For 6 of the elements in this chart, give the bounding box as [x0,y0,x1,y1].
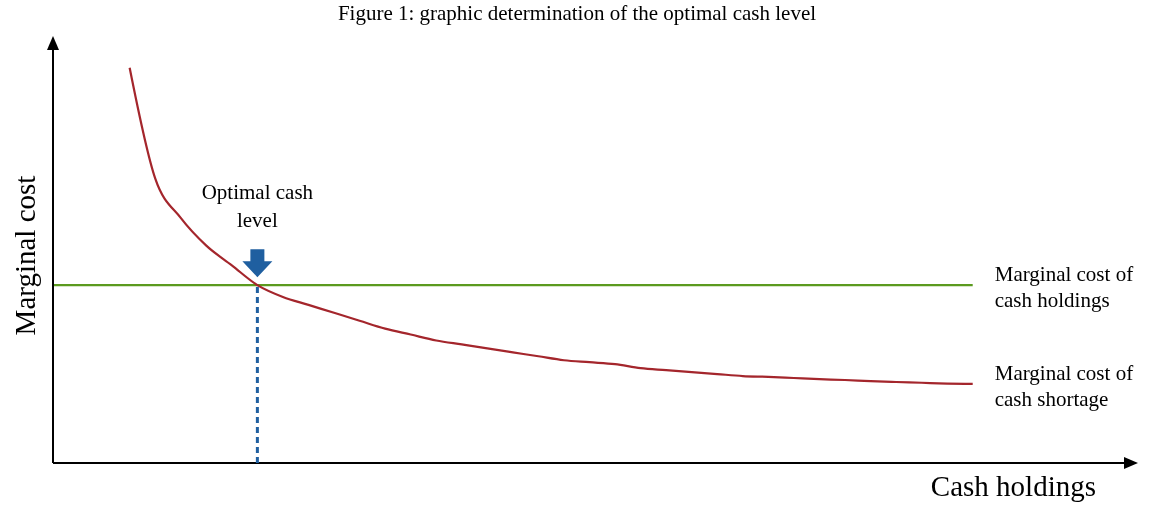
annotation: Optimal cash level [201,180,314,233]
y-axis-title: Marginal cost [9,175,42,336]
series-label: Marginal cost of cash holdings [994,262,1134,313]
x-axis-title: Cash holdings [930,470,1096,503]
series-label: Marginal cost of cash shortage [994,360,1134,411]
chart-title: Figure 1: graphic determination of the optimal cash level [336,1,818,27]
